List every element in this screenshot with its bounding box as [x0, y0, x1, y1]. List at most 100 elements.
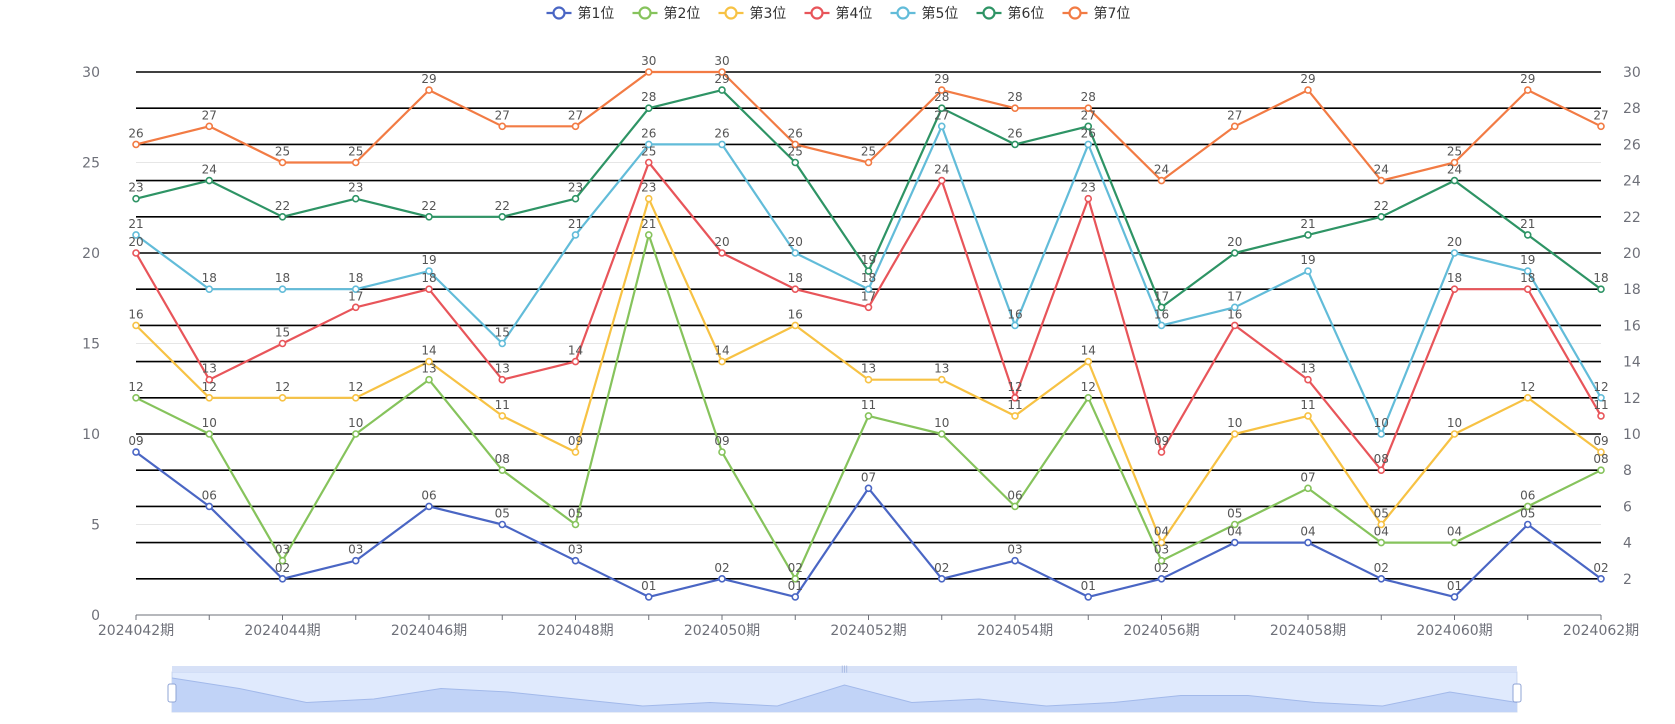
zoom-handle-right[interactable] [1512, 683, 1522, 703]
x-tick-label: 2024050期 [684, 623, 760, 639]
data-point [791, 249, 800, 257]
data-label: 17 [1154, 289, 1169, 303]
data-point [278, 393, 287, 402]
data-point [1304, 86, 1312, 94]
data-label: 22 [275, 199, 290, 213]
data-point [1230, 430, 1239, 438]
data-point [1450, 176, 1459, 185]
data-label: 23 [641, 181, 656, 195]
data-point [937, 122, 946, 131]
data-label: 13 [934, 362, 949, 376]
data-point [644, 140, 653, 149]
data-point [205, 176, 214, 185]
data-point [1377, 574, 1386, 583]
data-label: 18 [275, 271, 290, 285]
data-point [1304, 375, 1312, 384]
data-label: 20 [714, 235, 729, 249]
data-point [571, 231, 580, 239]
legend-item[interactable]: 第1位 [546, 5, 615, 22]
y-right-tick-label: 6 [1623, 499, 1632, 515]
data-point [498, 520, 507, 529]
data-point [1011, 556, 1019, 565]
x-tick-label: 2024060期 [1416, 623, 1492, 639]
legend-label: 第1位 [578, 5, 615, 22]
data-point [425, 213, 433, 221]
data-point [1157, 538, 1166, 547]
data-point [498, 466, 507, 475]
data-label: 12 [275, 380, 290, 394]
data-label: 21 [1520, 217, 1535, 231]
data-label: 06 [1520, 488, 1535, 502]
data-point [937, 430, 946, 438]
data-point [425, 86, 433, 94]
data-point [351, 393, 360, 402]
data-label: 28 [1007, 90, 1022, 104]
x-tick-label: 2024044期 [244, 623, 320, 639]
data-label: 28 [1081, 90, 1096, 104]
data-label: 23 [568, 181, 583, 195]
x-tick-label: 2024062期 [1563, 623, 1639, 639]
data-point [351, 430, 360, 438]
data-label: 11 [861, 398, 876, 412]
data-label: 18 [861, 271, 876, 285]
legend-item[interactable]: 第3位 [718, 5, 787, 22]
data-label: 26 [788, 126, 803, 140]
zoom-handle-left[interactable] [167, 683, 177, 703]
data-point [278, 556, 287, 565]
data-label: 20 [1227, 235, 1242, 249]
data-point [718, 140, 726, 149]
legend-circle-icon [896, 6, 910, 20]
data-label: 17 [1227, 289, 1242, 303]
data-label: 27 [1593, 108, 1608, 122]
data-label: 30 [714, 54, 729, 68]
data-label: 28 [934, 90, 949, 104]
data-label: 25 [788, 145, 803, 159]
data-label: 15 [275, 326, 290, 340]
data-label: 15 [495, 326, 510, 340]
data-label: 19 [1520, 253, 1535, 267]
data-label: 24 [1374, 163, 1389, 177]
data-label: 17 [348, 289, 363, 303]
data-point [644, 593, 653, 601]
legend[interactable]: 第1位 第2位 第3位 第4位 第5位 第6位 第7位 [546, 5, 1131, 22]
data-label: 03 [275, 543, 290, 557]
data-point [864, 285, 873, 294]
legend-item[interactable]: 第2位 [632, 5, 701, 22]
data-label: 28 [641, 90, 656, 104]
data-point [1230, 520, 1239, 529]
data-point [351, 194, 360, 203]
legend-label: 第2位 [664, 5, 701, 22]
data-label: 26 [641, 126, 656, 140]
data-point [791, 285, 800, 294]
legend-item[interactable]: 第5位 [890, 5, 959, 22]
data-point [1230, 303, 1239, 312]
data-label: 23 [128, 181, 143, 195]
data-point [791, 158, 800, 167]
data-label: 16 [128, 307, 143, 321]
data-label: 08 [495, 452, 510, 466]
legend-circle-icon [810, 6, 824, 20]
legend-circle-icon [552, 6, 566, 20]
data-label: 01 [788, 579, 803, 593]
data-label: 21 [128, 217, 143, 231]
data-label: 21 [641, 217, 656, 231]
data-point [425, 357, 433, 366]
data-point [1450, 249, 1459, 257]
data-point [498, 339, 507, 348]
y-right-tick-label: 26 [1623, 137, 1641, 153]
data-label: 07 [861, 470, 876, 484]
data-point [791, 321, 800, 330]
data-label: 22 [421, 199, 436, 213]
y-right-tick-label: 8 [1623, 463, 1632, 479]
legend-label: 第4位 [836, 5, 873, 22]
data-label: 10 [934, 416, 949, 430]
data-label: 25 [348, 145, 363, 159]
legend-item[interactable]: 第6位 [976, 5, 1045, 22]
legend-item[interactable]: 第4位 [804, 5, 873, 22]
data-label: 10 [1227, 416, 1242, 430]
legend-label: 第6位 [1008, 5, 1045, 22]
data-zoom-slider[interactable]: ||| [167, 665, 1522, 713]
data-point [205, 122, 214, 131]
x-tick-label: 2024042期 [98, 623, 174, 639]
legend-item[interactable]: 第7位 [1062, 5, 1131, 22]
